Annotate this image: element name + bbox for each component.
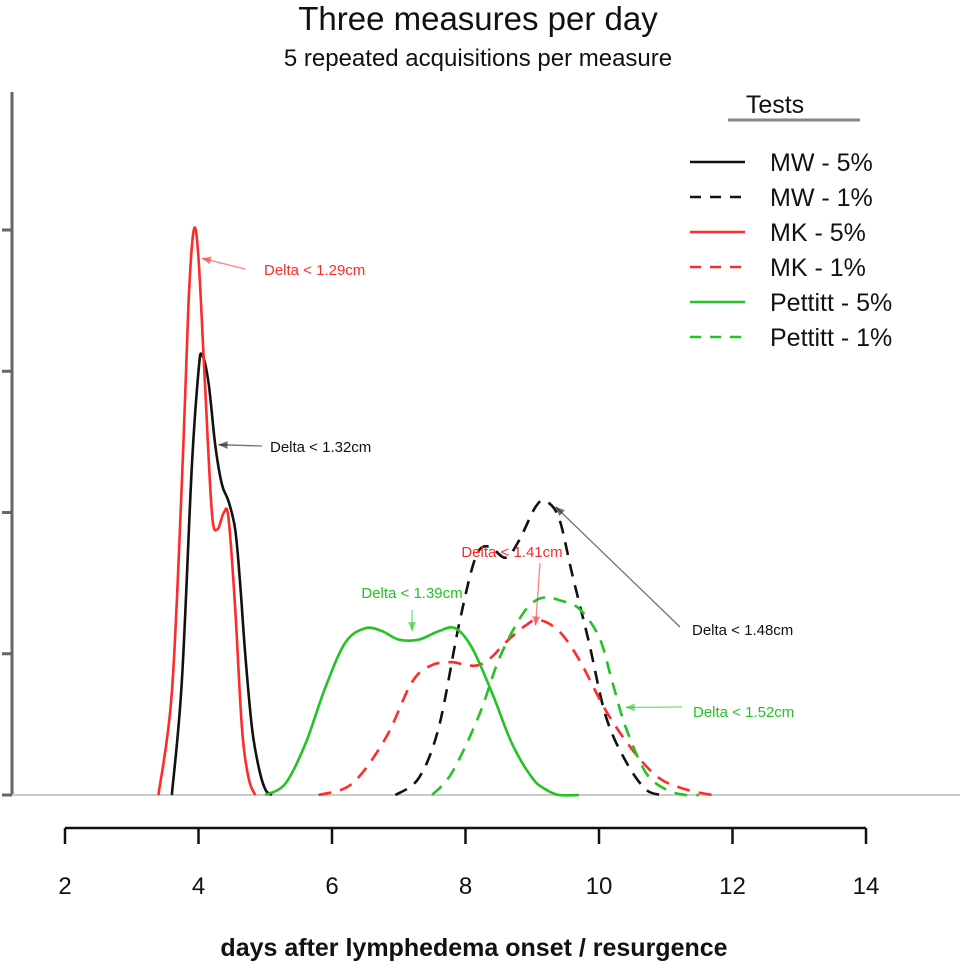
x-tick-label-3: 8 (459, 873, 472, 900)
annotation-arrowhead-5 (625, 703, 635, 712)
annotation-arrowhead-3 (408, 622, 417, 632)
series-line-5 (431, 595, 700, 797)
annotation-label-3: Delta < 1.39cm (361, 585, 462, 602)
x-tick-label-0: 2 (58, 873, 71, 900)
legend-label-2: MK - 5% (770, 219, 866, 247)
x-tick-label-1: 4 (192, 873, 205, 900)
annotation-arrowhead-2 (532, 616, 541, 626)
annotation-layer: Delta < 1.29cm Delta < 1.32cm Delta < 1.41… (201, 256, 794, 721)
legend: Tests MW - 5% MW - 1% MK - 5% MK - 1% Pettit… (690, 91, 892, 352)
chart-title: Three measures per day (298, 0, 658, 37)
legend-label-0: MW - 5% (770, 149, 873, 177)
x-axis-label: days after lymphedema onset / resurgence (220, 934, 727, 962)
annotation-label-4: Delta < 1.48cm (692, 622, 793, 639)
series-line-1 (394, 499, 663, 797)
x-tick-label-5: 12 (719, 873, 746, 900)
legend-label-3: MK - 1% (770, 254, 866, 282)
legend-entries: MW - 5% MW - 1% MK - 5% MK - 1% Pettitt - 5%… (690, 149, 892, 352)
series-line-0 (170, 352, 273, 797)
series-line-3 (318, 618, 713, 797)
annotation-arrow-2 (534, 562, 541, 626)
annotation-label-5: Delta < 1.52cm (693, 704, 794, 721)
annotation-arrowhead-4 (555, 506, 565, 516)
annotation-arrowhead-0 (201, 256, 212, 265)
series-layer (157, 226, 713, 797)
axes: 2 4 6 8 10 12 14 (2, 92, 960, 900)
x-tick-label-6: 14 (853, 873, 880, 900)
x-tick-label-2: 6 (325, 873, 338, 900)
annotation-label-2: Delta < 1.41cm (461, 544, 562, 561)
annotation-label-0: Delta < 1.29cm (264, 262, 365, 279)
chart-subtitle: 5 repeated acquisitions per measure (284, 45, 672, 72)
annotation-label-1: Delta < 1.32cm (270, 439, 371, 456)
legend-label-5: Pettitt - 1% (770, 324, 892, 352)
legend-label-4: Pettitt - 5% (770, 289, 892, 317)
legend-label-1: MW - 1% (770, 184, 873, 212)
series-line-2 (157, 226, 257, 796)
series-line-4 (264, 626, 580, 797)
x-tick-label-4: 10 (586, 873, 613, 900)
annotation-arrow-4 (555, 506, 681, 628)
legend-title: Tests (746, 91, 804, 119)
annotation-arrowhead-1 (218, 440, 228, 449)
